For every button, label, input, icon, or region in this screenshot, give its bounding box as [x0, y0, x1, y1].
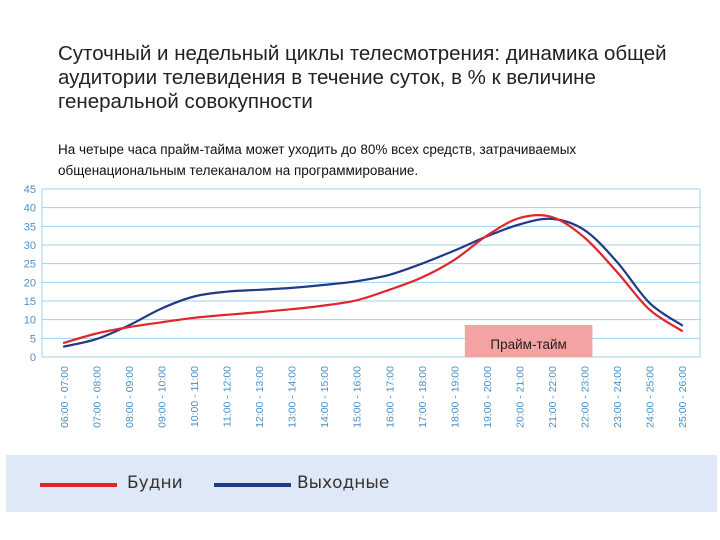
x-tick-label: 12:00 - 13:00 — [254, 366, 266, 428]
y-tick-label: 10 — [24, 315, 36, 327]
series-line-weekends — [62, 217, 684, 348]
x-tick-label: 16:00 - 17:00 — [384, 366, 396, 428]
legend-swatch-weekends — [214, 483, 291, 487]
x-tick-label: 07:00 - 08:00 — [92, 366, 104, 428]
chart-grid — [41, 188, 701, 358]
x-tick-label: 06:00 - 07:00 — [59, 366, 71, 428]
line-chart: Прайм-тайм 0 5 10 15 20 25 30 35 40 45 06:00 - 07… — [24, 184, 701, 428]
x-tick-label: 22:00 - 23:00 — [579, 366, 591, 428]
x-tick-label: 24:00 - 25:00 — [644, 366, 656, 428]
chart-legend: Будни Выходные — [6, 455, 717, 512]
y-tick-label: 30 — [24, 240, 36, 252]
legend-label-weekends: Выходные — [297, 473, 390, 493]
x-tick-label: 23:00 - 24:00 — [612, 366, 624, 428]
legend-label-weekdays: Будни — [127, 473, 183, 493]
x-tick-label: 25:00 - 26:00 — [677, 366, 689, 428]
chart-annotations: Прайм-тайм — [464, 325, 593, 357]
x-tick-label: 10:00 - 11:00 — [189, 366, 201, 427]
x-tick-label: 13:00 - 14:00 — [287, 366, 299, 428]
legend-swatch-weekdays — [40, 483, 117, 487]
x-tick-label: 21:00 - 22:00 — [547, 366, 559, 428]
chart-series — [62, 214, 684, 348]
y-tick-label: 40 — [24, 203, 36, 215]
x-tick-label: 09:00 - 10:00 — [157, 366, 169, 428]
chart-subtitle: На четыре часа прайм-тайма может уходить… — [58, 142, 577, 178]
y-tick-label: 35 — [24, 221, 36, 233]
y-tick-label: 15 — [24, 296, 36, 308]
series-line-weekdays — [62, 214, 684, 344]
y-tick-label: 25 — [24, 259, 36, 271]
x-tick-label: 20:00 - 21:00 — [514, 366, 526, 428]
x-tick-label: 08:00 - 09:00 — [124, 366, 136, 428]
y-tick-label: 0 — [30, 352, 36, 364]
y-tick-label: 5 — [30, 333, 36, 345]
x-tick-label: 15:00 - 16:00 — [352, 366, 364, 428]
y-tick-label: 20 — [24, 277, 36, 289]
x-axis-ticks: 06:00 - 07:00 07:00 - 08:00 08:00 - 09:00 0… — [59, 366, 689, 428]
x-tick-label: 19:00 - 20:00 — [482, 366, 494, 428]
x-tick-label: 17:00 - 18:00 — [417, 366, 429, 428]
y-axis-ticks: 0 5 10 15 20 25 30 35 40 45 — [24, 184, 36, 364]
prime-time-box — [464, 325, 593, 357]
x-tick-label: 11:00 - 12:00 — [222, 366, 234, 427]
chart-title: Суточный и недельный циклы телесмотрения… — [58, 42, 667, 113]
x-tick-label: 18:00 - 19:00 — [449, 366, 461, 428]
y-tick-label: 45 — [24, 184, 36, 196]
prime-time-label: Прайм-тайм — [490, 337, 566, 352]
x-tick-label: 14:00 - 15:00 — [319, 366, 331, 428]
